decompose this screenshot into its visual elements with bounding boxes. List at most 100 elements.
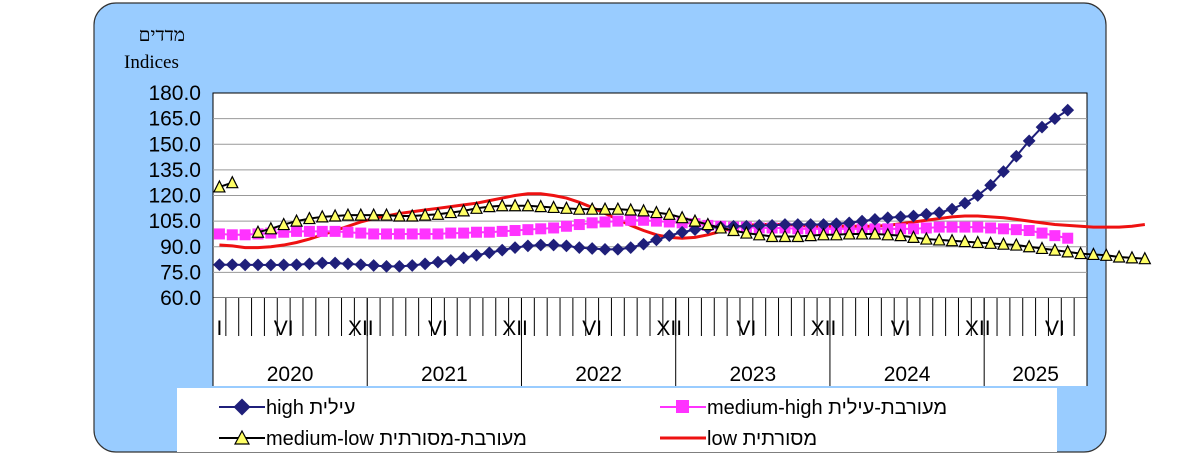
data-point xyxy=(238,258,252,272)
data-point xyxy=(495,243,509,257)
data-point xyxy=(419,228,431,240)
legend-marker-medium-high xyxy=(676,400,689,413)
x-month-label: VI xyxy=(582,317,602,340)
data-point xyxy=(1010,224,1022,236)
data-point xyxy=(675,210,689,224)
data-point xyxy=(341,257,355,271)
data-point xyxy=(559,200,573,214)
legend-label-low: low מסורתית xyxy=(707,428,817,450)
y-tick-label: 180.0 xyxy=(148,82,201,105)
data-point xyxy=(714,220,728,234)
data-point xyxy=(290,258,303,272)
data-point xyxy=(919,231,933,245)
x-year-label: 2021 xyxy=(421,363,468,386)
data-point xyxy=(380,260,393,273)
data-point xyxy=(959,221,971,233)
legend-label-medium-low: medium-low מעורבת-מסורתית xyxy=(266,428,527,450)
data-point xyxy=(354,207,368,221)
data-point xyxy=(303,225,315,237)
data-point xyxy=(829,227,843,241)
data-point xyxy=(817,227,830,241)
data-point xyxy=(405,259,419,272)
data-point xyxy=(701,217,715,231)
data-point xyxy=(1074,246,1088,260)
data-point xyxy=(624,202,638,216)
data-point xyxy=(445,227,457,239)
data-point xyxy=(548,222,560,234)
x-month-label: VI xyxy=(891,317,911,340)
data-point xyxy=(984,235,998,249)
data-point xyxy=(225,258,239,272)
data-point xyxy=(509,225,521,237)
data-point xyxy=(1022,239,1036,253)
data-point xyxy=(868,226,882,240)
data-point xyxy=(213,228,225,240)
data-point xyxy=(367,259,381,272)
data-point xyxy=(881,227,895,241)
data-point xyxy=(547,200,561,214)
data-point xyxy=(1125,250,1139,264)
legend-label-high: high עילית xyxy=(266,397,355,419)
y-tick-label: 75.0 xyxy=(160,261,201,284)
data-point xyxy=(470,200,483,214)
data-point xyxy=(470,226,482,238)
data-point xyxy=(1009,237,1023,251)
x-year-label: 2023 xyxy=(729,363,776,386)
series-2 xyxy=(212,175,1152,265)
data-point xyxy=(496,225,508,237)
data-point xyxy=(225,175,239,189)
data-point xyxy=(1061,244,1075,258)
x-year-label: 2025 xyxy=(1012,363,1059,386)
y-axis-title-hebrew: מדדים xyxy=(139,25,185,46)
x-month-label: XII xyxy=(656,317,682,340)
legend-box xyxy=(177,388,1057,452)
data-point xyxy=(650,215,662,227)
data-point xyxy=(1138,251,1152,265)
data-point xyxy=(586,217,598,229)
data-point xyxy=(625,214,637,226)
data-point xyxy=(1062,232,1074,244)
data-point xyxy=(1099,247,1113,261)
series-line xyxy=(257,204,1145,260)
data-point xyxy=(251,258,265,272)
data-point xyxy=(213,258,226,272)
data-point xyxy=(355,227,367,239)
data-point xyxy=(405,208,419,222)
data-point xyxy=(585,201,599,215)
data-point xyxy=(972,221,984,233)
data-point xyxy=(727,223,741,237)
data-point xyxy=(393,260,406,273)
data-point xyxy=(842,226,856,240)
data-point xyxy=(483,226,495,238)
y-tick-label: 90.0 xyxy=(160,236,201,259)
data-point xyxy=(482,199,496,213)
y-tick-label: 120.0 xyxy=(148,185,201,208)
data-point xyxy=(971,235,985,249)
legend: high עילית medium-high מעורבת-עילית medi… xyxy=(219,397,947,450)
data-point xyxy=(329,225,341,237)
data-point xyxy=(522,224,534,236)
data-point xyxy=(535,223,547,235)
data-point xyxy=(341,207,355,221)
y-tick-label: 105.0 xyxy=(148,210,201,233)
x-year-label: 2020 xyxy=(267,363,314,386)
x-month-label: VI xyxy=(428,317,448,340)
data-point xyxy=(1048,242,1062,256)
data-point xyxy=(804,228,818,242)
x-month-label: I xyxy=(217,317,223,340)
x-month-label: XII xyxy=(502,317,528,340)
x-year-label: 2024 xyxy=(884,363,931,386)
data-point xyxy=(996,236,1010,250)
data-point xyxy=(985,222,997,234)
x-axis: I VI XII VI XII VI XII VI XII VI XII VI 2020 2021 2022… xyxy=(212,298,1088,386)
data-point xyxy=(278,226,290,238)
data-point xyxy=(328,208,342,222)
legend-label-medium-high: medium-high מעורבת-עילית xyxy=(707,397,947,419)
data-point xyxy=(458,227,470,239)
x-year-label: 2022 xyxy=(575,363,622,386)
data-point xyxy=(303,257,316,271)
data-point xyxy=(406,228,418,240)
data-point xyxy=(855,226,869,240)
data-point xyxy=(662,206,676,220)
